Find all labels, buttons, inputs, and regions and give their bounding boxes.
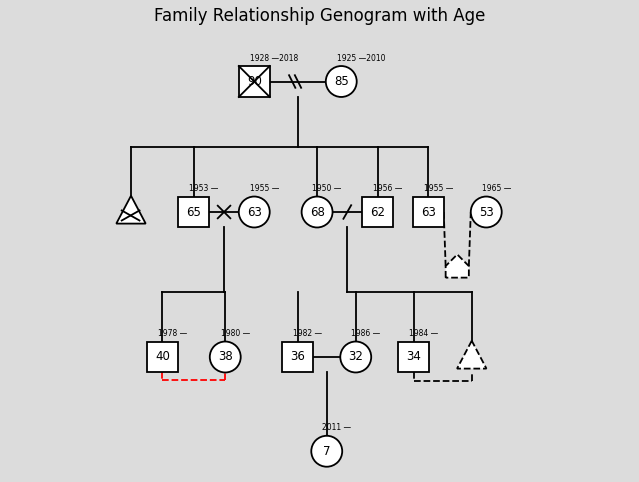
Bar — [239, 66, 270, 97]
Text: 7: 7 — [323, 445, 330, 458]
Circle shape — [471, 197, 502, 228]
Text: 65: 65 — [187, 205, 201, 218]
Text: 1955 —: 1955 — — [250, 184, 279, 193]
Polygon shape — [457, 341, 486, 369]
Text: 1984 —: 1984 — — [409, 329, 438, 338]
Bar — [282, 342, 313, 373]
Text: Family Relationship Genogram with Age: Family Relationship Genogram with Age — [154, 7, 485, 25]
Text: 36: 36 — [290, 350, 305, 363]
Text: 90: 90 — [247, 75, 262, 88]
Text: 63: 63 — [421, 205, 436, 218]
Text: 1978 —: 1978 — — [158, 329, 187, 338]
Circle shape — [302, 197, 332, 228]
Bar — [178, 197, 210, 228]
Text: 1965 —: 1965 — — [482, 184, 511, 193]
Bar — [398, 342, 429, 373]
Text: 1956 —: 1956 — — [373, 184, 402, 193]
Text: 1982 —: 1982 — — [293, 329, 322, 338]
Text: 62: 62 — [370, 205, 385, 218]
Text: 53: 53 — [479, 205, 493, 218]
Text: 63: 63 — [247, 205, 262, 218]
Text: 34: 34 — [406, 350, 421, 363]
Text: 1980 —: 1980 — — [220, 329, 250, 338]
Circle shape — [326, 66, 357, 97]
Bar — [413, 197, 443, 228]
Text: 38: 38 — [218, 350, 233, 363]
Text: 32: 32 — [348, 350, 363, 363]
Text: 1955 —: 1955 — — [424, 184, 453, 193]
Polygon shape — [116, 196, 146, 224]
Polygon shape — [445, 254, 469, 278]
Bar — [362, 197, 393, 228]
Bar — [147, 342, 178, 373]
Text: 68: 68 — [310, 205, 325, 218]
Text: 85: 85 — [334, 75, 349, 88]
Text: 1925 —2010: 1925 —2010 — [337, 54, 385, 63]
Circle shape — [311, 436, 343, 467]
Circle shape — [210, 342, 241, 373]
Circle shape — [239, 197, 270, 228]
Text: 40: 40 — [155, 350, 170, 363]
Circle shape — [341, 342, 371, 373]
Text: 1986 —: 1986 — — [351, 329, 380, 338]
Text: 2011 —: 2011 — — [322, 423, 351, 432]
Text: 1950 —: 1950 — — [312, 184, 342, 193]
Text: 1953 —: 1953 — — [189, 184, 219, 193]
Text: 1928 —2018: 1928 —2018 — [250, 54, 298, 63]
